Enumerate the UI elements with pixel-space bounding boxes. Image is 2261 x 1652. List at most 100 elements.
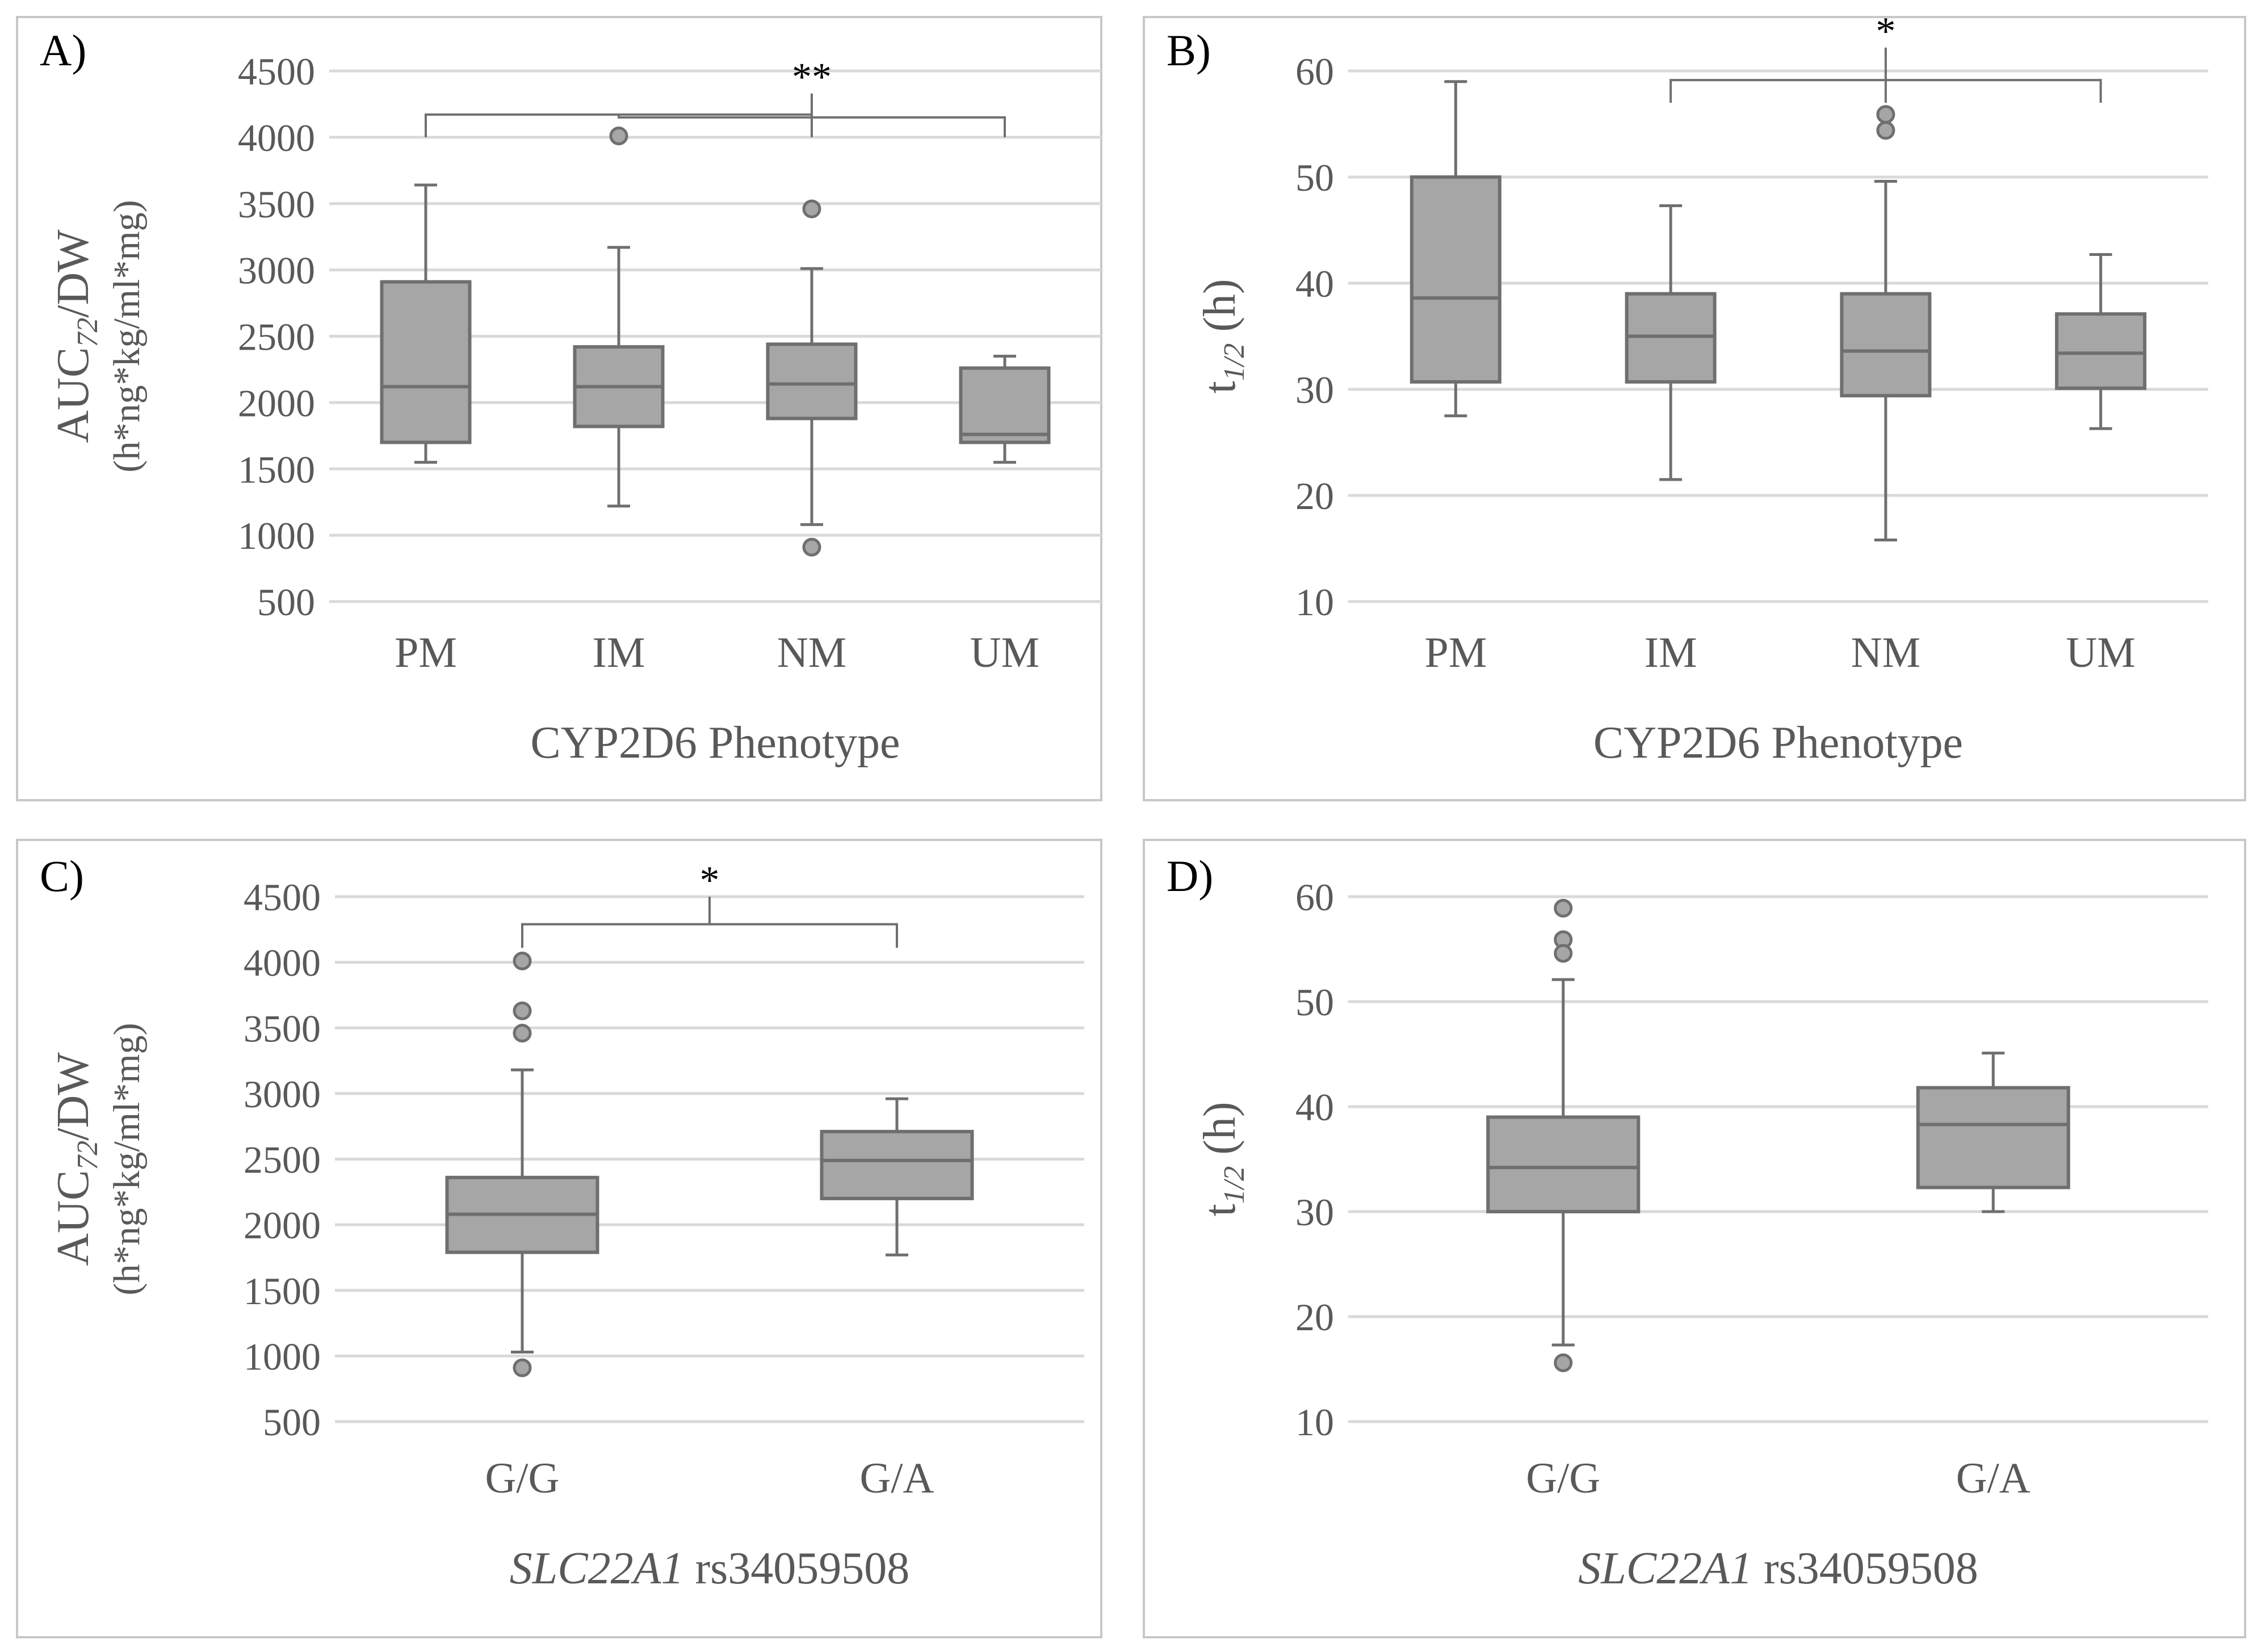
- y-tick-label: 4000: [244, 941, 321, 985]
- y-tick-label: 3000: [238, 249, 315, 292]
- x-tick-label: IM: [1645, 629, 1697, 676]
- y-axis-label: t1/2 (h): [1195, 279, 1251, 394]
- y-tick-label: 500: [257, 581, 315, 624]
- bracket-line: [521, 897, 898, 948]
- box-nm: [1840, 105, 1932, 542]
- y-tick-label: 3000: [244, 1073, 321, 1116]
- y-tick-label: 1000: [238, 514, 315, 557]
- y-tick-label: 20: [1295, 474, 1334, 518]
- outlier-point: [1554, 944, 1573, 963]
- x-tick-label: PM: [395, 629, 457, 676]
- x-tick-label: UM: [2066, 629, 2135, 676]
- y-axis-label-units: (h*ng*kg/ml*mg): [106, 1023, 148, 1295]
- x-tick-label: NM: [777, 629, 846, 676]
- x-tick-label: G/A: [1956, 1455, 2031, 1502]
- y-tick-label: 3500: [238, 183, 315, 226]
- iqr-box: [380, 280, 472, 444]
- y-tick-label: 50: [1295, 981, 1334, 1024]
- outlier-point: [513, 951, 532, 970]
- iqr-box: [1840, 292, 1932, 398]
- outlier-point: [1876, 121, 1895, 140]
- y-tick-label: 40: [1295, 262, 1334, 305]
- x-tick-label: NM: [1851, 629, 1920, 676]
- panel-label: C): [40, 851, 84, 901]
- panel-label: D): [1167, 851, 1213, 901]
- significance-bracket: *: [521, 859, 898, 948]
- panel-a: A) 500 1000 1500 2000 2500 3000 3500 4000 4500 AUC…: [16, 16, 1102, 801]
- box-ga: [820, 1097, 974, 1256]
- y-tick-label: 30: [1295, 1191, 1334, 1234]
- y-tick-label: 500: [263, 1401, 321, 1444]
- outlier-point: [1554, 898, 1573, 918]
- panel-label: B): [1167, 26, 1211, 75]
- x-tick-label: PM: [1424, 629, 1487, 676]
- panel-frame: [16, 839, 1102, 1638]
- iqr-box: [766, 342, 858, 421]
- y-tick-label: 1500: [238, 448, 315, 491]
- panel-d: D) 10 20 30 40 50 60 t1/2 (h) G/G G/A SLC22A1 rs34…: [1143, 839, 2246, 1638]
- y-tick-label: 4000: [238, 116, 315, 159]
- panel-c: C) 500 1000 1500 2000 2500 3000 3500 4000 4500 AUC…: [16, 839, 1102, 1638]
- x-tick-label: UM: [970, 629, 1039, 676]
- x-tick-label: G/G: [1526, 1455, 1600, 1502]
- box-nm: [766, 199, 858, 557]
- box-pm: [1410, 80, 1501, 418]
- y-tick-label: 4500: [244, 876, 321, 919]
- box-gg: [445, 951, 599, 1377]
- iqr-box: [820, 1129, 974, 1200]
- outlier-point: [1554, 1353, 1573, 1372]
- box-pm: [380, 183, 472, 464]
- y-tick-label: 60: [1295, 50, 1334, 93]
- box-gg: [1486, 898, 1641, 1372]
- box-um: [2055, 253, 2147, 430]
- y-tick-label: 2500: [244, 1138, 321, 1182]
- y-tick-label: 2000: [238, 381, 315, 424]
- panel-frame: [1143, 839, 2246, 1638]
- significance-bracket: *: [1669, 10, 2102, 103]
- significance-stars: *: [700, 859, 720, 902]
- y-tick-label: 3500: [244, 1007, 321, 1050]
- box-ga: [1916, 1052, 2070, 1213]
- y-axis-label-units: (h*ng*kg/ml*mg): [106, 200, 148, 472]
- panel-label: A): [40, 26, 86, 75]
- box-im: [573, 127, 665, 508]
- outlier-point: [609, 127, 628, 146]
- y-tick-label: 1000: [244, 1335, 321, 1378]
- panel-frame: [1143, 16, 2246, 801]
- iqr-box: [959, 366, 1051, 444]
- y-tick-label: 20: [1295, 1296, 1334, 1339]
- x-axis-label: CYP2D6 Phenotype: [530, 718, 900, 768]
- outlier-point: [513, 1001, 532, 1020]
- y-tick-label: 60: [1295, 876, 1334, 919]
- y-tick-label: 30: [1295, 368, 1334, 411]
- box-um: [959, 355, 1051, 464]
- y-tick-label: 10: [1295, 581, 1334, 624]
- y-tick-label: 4500: [238, 50, 315, 93]
- outlier-point: [513, 1358, 532, 1377]
- panel-b: B) 10 20 30 40 50 60 t1/2 (h) PM IM NM UM CYP2D6 Phe…: [1143, 10, 2246, 801]
- y-tick-label: 40: [1295, 1086, 1334, 1129]
- x-tick-label: G/G: [485, 1455, 560, 1502]
- iqr-box: [1486, 1115, 1641, 1213]
- x-axis-label: SLC22A1 rs34059508: [1578, 1544, 1978, 1594]
- bracket-line: [618, 114, 1006, 137]
- significance-stars: *: [1876, 10, 1895, 53]
- outlier-point: [513, 1024, 532, 1043]
- outlier-point: [802, 537, 821, 557]
- x-tick-label: G/A: [860, 1455, 934, 1502]
- outlier-point: [802, 199, 821, 218]
- box-im: [1625, 204, 1717, 481]
- y-axis-label: t1/2 (h): [1195, 1102, 1251, 1217]
- iqr-box: [1916, 1086, 2070, 1189]
- outlier-point: [1876, 105, 1895, 124]
- x-tick-label: IM: [593, 629, 645, 676]
- iqr-box: [1410, 175, 1501, 384]
- y-axis-label: AUC72/DW: [48, 1052, 104, 1266]
- y-tick-label: 10: [1295, 1401, 1334, 1444]
- panel-frame: [16, 16, 1102, 801]
- significance-stars: **: [792, 56, 832, 99]
- x-axis-label: CYP2D6 Phenotype: [1593, 718, 1963, 768]
- y-tick-label: 2500: [238, 316, 315, 359]
- y-axis-label: AUC72/DW: [48, 229, 104, 443]
